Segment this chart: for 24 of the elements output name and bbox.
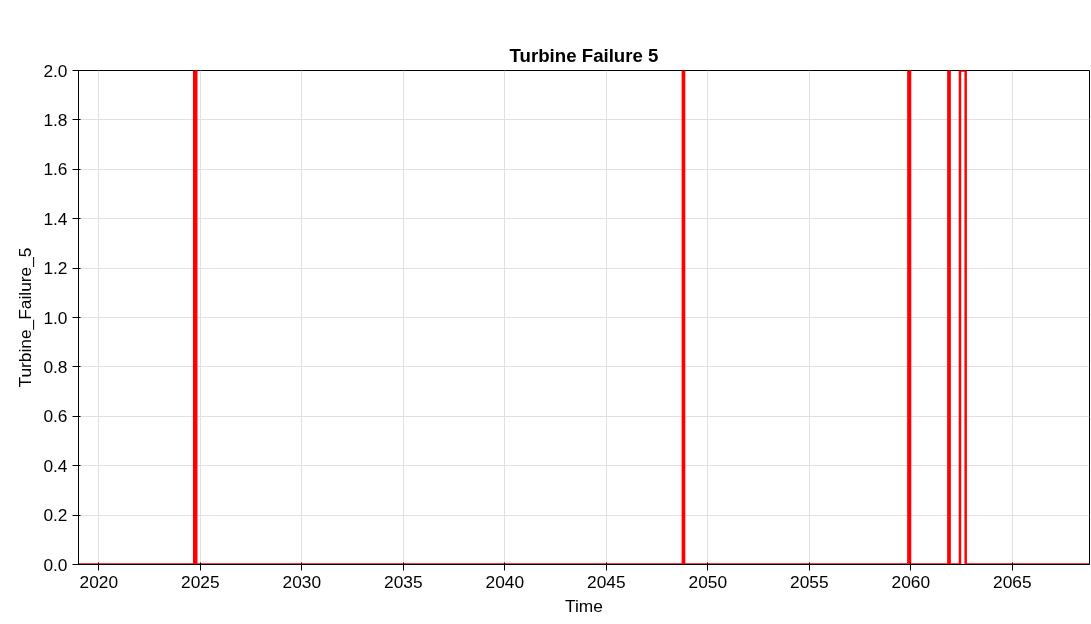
x-tick-label: 2035 xyxy=(384,571,423,592)
y-tick-label: 0.6 xyxy=(43,406,68,427)
y-tick-label: 0.4 xyxy=(43,455,68,476)
y-tick-label: 1.8 xyxy=(43,109,68,130)
x-axis-title: Time xyxy=(565,595,603,616)
y-tick-label: 0.0 xyxy=(43,554,68,575)
y-tick-label: 2.0 xyxy=(43,60,68,81)
y-tick-label: 1.2 xyxy=(43,258,68,279)
y-tick-label: 1.4 xyxy=(43,208,68,229)
x-tick-label: 2030 xyxy=(282,571,322,592)
x-tick-label: 2040 xyxy=(485,571,525,592)
x-tick-label: 2055 xyxy=(790,571,829,592)
x-tick-label: 2025 xyxy=(181,571,220,592)
x-tick-label: 2050 xyxy=(688,571,728,592)
y-axis-title: Turbine_Failure_5 xyxy=(15,247,36,388)
x-tick-label: 2065 xyxy=(993,571,1032,592)
x-tick-label: 2060 xyxy=(891,571,931,592)
y-tick-label: 0.2 xyxy=(43,505,68,526)
y-tick-label: 0.8 xyxy=(43,356,68,377)
y-tick-label: 1.0 xyxy=(43,307,68,328)
y-tick-label: 1.6 xyxy=(43,159,68,180)
x-tick-label: 2045 xyxy=(587,571,626,592)
x-tick-label: 2020 xyxy=(79,571,119,592)
chart-title: Turbine Failure 5 xyxy=(509,44,659,66)
